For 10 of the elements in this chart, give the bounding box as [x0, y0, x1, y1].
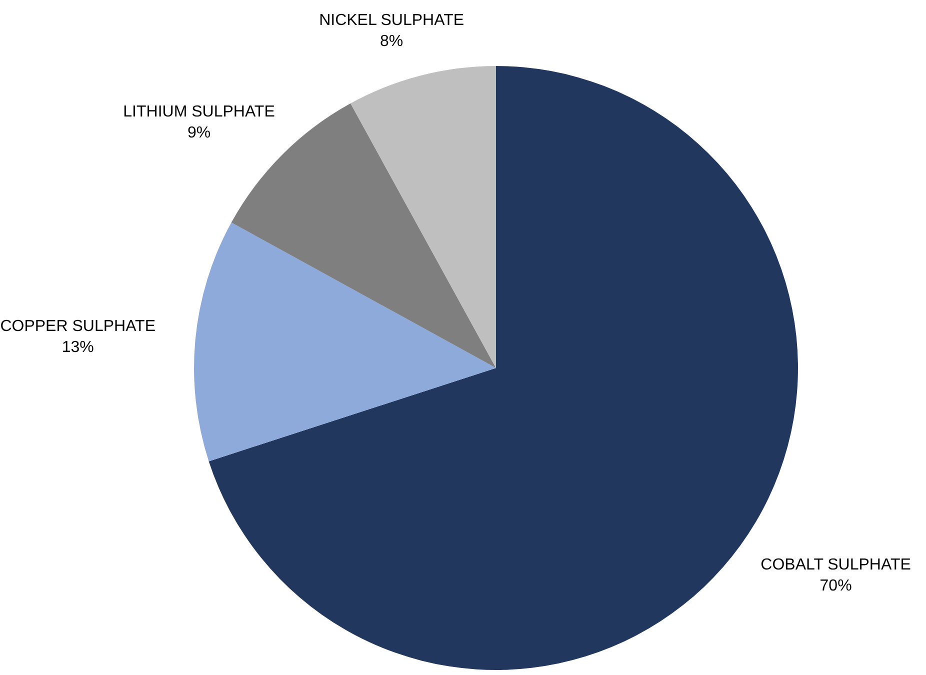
slice-label: COBALT SULPHATE — [760, 556, 911, 574]
slice-label: LITHIUM SULPHATE — [123, 104, 275, 121]
pie-slice — [194, 222, 496, 462]
slice-label: NICKEL SULPHATE — [319, 12, 464, 29]
pie-slice — [350, 66, 496, 368]
data-label: 9% — [187, 124, 211, 142]
data-label: 70% — [820, 578, 852, 595]
slice-label: COPPER SULPHATE — [0, 318, 156, 336]
data-label: 13% — [62, 339, 94, 356]
data-label: 8% — [380, 32, 404, 50]
